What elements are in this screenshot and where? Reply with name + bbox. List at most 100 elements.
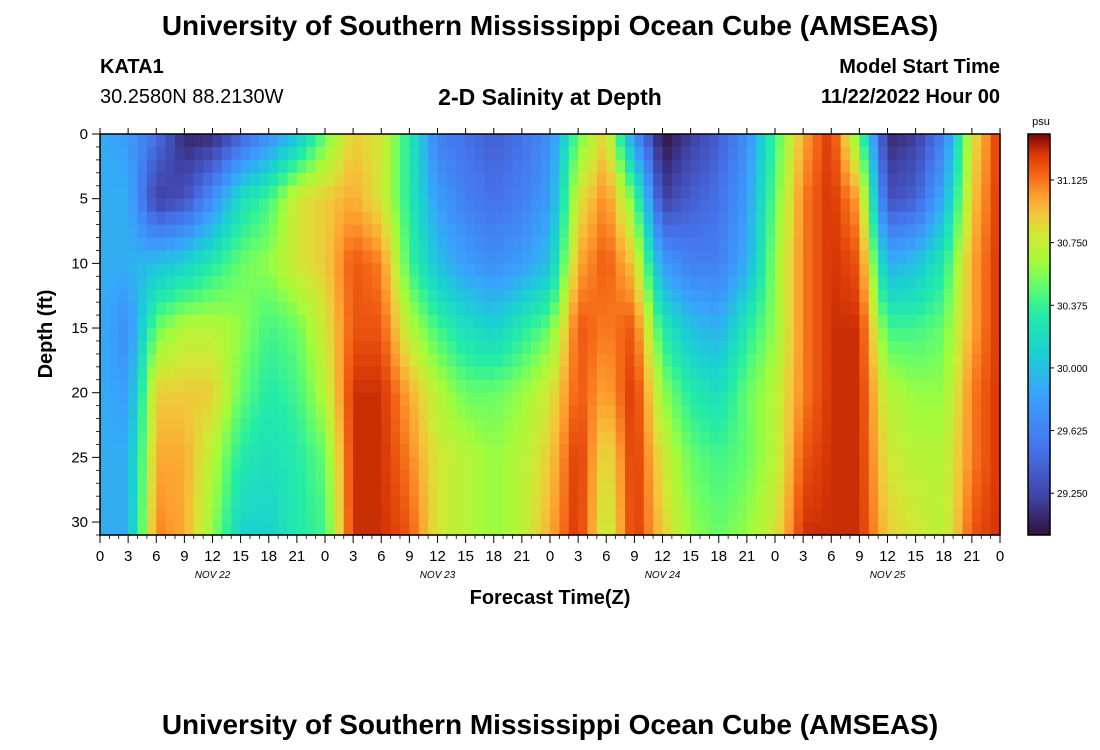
heatmap-cell [840,340,851,355]
heatmap-cell [465,483,476,497]
heatmap-cell [587,353,598,368]
heatmap-cell [981,392,992,407]
heatmap-cell [437,172,448,187]
heatmap-cell [718,302,729,316]
heatmap-cell [540,224,551,239]
heatmap-cell [353,224,364,239]
heatmap-cell [296,315,307,329]
heatmap-cell [287,392,298,407]
heatmap-cell [465,366,476,381]
heatmap-cell [793,146,804,161]
heatmap-cell [953,250,964,264]
heatmap-cell [812,250,823,264]
heatmap-cell [175,224,185,239]
heatmap-cell [268,418,279,433]
heatmap-cell [456,289,467,303]
heatmap-cell [859,302,870,316]
heatmap-cell [362,250,373,264]
heatmap-cell [775,509,785,523]
heatmap-cell [896,250,907,264]
heatmap-cell [634,172,645,187]
heatmap-cell [165,224,176,239]
heatmap-cell [475,431,485,446]
heatmap-cell [221,392,232,407]
heatmap-cell [137,496,148,510]
heatmap-cell [118,522,129,536]
heatmap-cell [775,457,785,471]
heatmap-cell [765,483,776,497]
heatmap-cell [465,224,476,239]
heatmap-cell [878,418,889,433]
salinity-heatmap-chart: 0 3 6 9 12 15 18 21 0 3 6 9 12 15 18 21 0 3 6 9 12 15 18 21 0 3 6 9… [35,116,1088,609]
heatmap-cell [240,444,251,458]
heatmap-cell [925,483,935,497]
heatmap-cell [221,405,232,420]
heatmap-cell [568,379,579,394]
heatmap-cell [184,250,195,264]
heatmap-cell [437,418,448,433]
heatmap-cell [268,444,279,458]
heatmap-cell [503,237,514,252]
heatmap-cell [165,185,176,200]
heatmap-cell [700,444,710,458]
heatmap-cell [559,302,570,316]
heatmap-cell [756,366,767,381]
heatmap-cell [709,328,720,342]
heatmap-cell [943,263,954,277]
heatmap-cell [165,418,176,433]
heatmap-cell [521,457,532,471]
heatmap-cell [409,289,420,303]
heatmap-cell [390,185,401,200]
heatmap-cell [165,315,176,329]
heatmap-cell [671,496,682,510]
heatmap-cell [690,185,701,200]
heatmap-cell [587,198,598,213]
heatmap-cell [671,328,682,342]
heatmap-cell [550,328,560,342]
heatmap-cell [475,457,485,471]
heatmap-cell [493,457,504,471]
heatmap-cell [746,276,757,290]
heatmap-cell [137,211,148,226]
heatmap-cell [184,211,195,226]
heatmap-cell [503,263,514,277]
heatmap-cell [343,483,354,497]
heatmap-cell [887,340,898,355]
heatmap-cell [971,134,982,148]
heatmap-cell [512,392,523,407]
heatmap-cell [109,315,120,329]
heatmap-cell [625,224,635,239]
heatmap-cell [878,340,889,355]
heatmap-cell [962,276,973,290]
heatmap-cell [240,237,251,252]
heatmap-cell [690,418,701,433]
heatmap-cell [793,509,804,523]
heatmap-cell [109,444,120,458]
heatmap-cell [906,522,917,536]
heatmap-cell [662,211,673,226]
heatmap-cell [456,366,467,381]
heatmap-cell [118,159,129,174]
heatmap-cell [653,522,664,536]
heatmap-cell [343,392,354,407]
heatmap-cell [353,470,364,484]
heatmap-cell [362,457,373,471]
heatmap-cell [559,405,570,420]
heatmap-cell [718,328,729,342]
heatmap-cell [850,159,860,174]
heatmap-cell [503,185,514,200]
heatmap-cell [493,134,504,148]
heatmap-cell [793,405,804,420]
heatmap-cell [521,483,532,497]
heatmap-cell [812,159,823,174]
heatmap-cell [146,444,157,458]
heatmap-cell [493,431,504,446]
heatmap-cell [793,237,804,252]
heatmap-cell [653,392,664,407]
heatmap-cell [634,211,645,226]
heatmap-cell [840,224,851,239]
heatmap-cell [240,211,251,226]
heatmap-cell [915,483,926,497]
heatmap-cell [456,483,467,497]
heatmap-cell [662,224,673,239]
